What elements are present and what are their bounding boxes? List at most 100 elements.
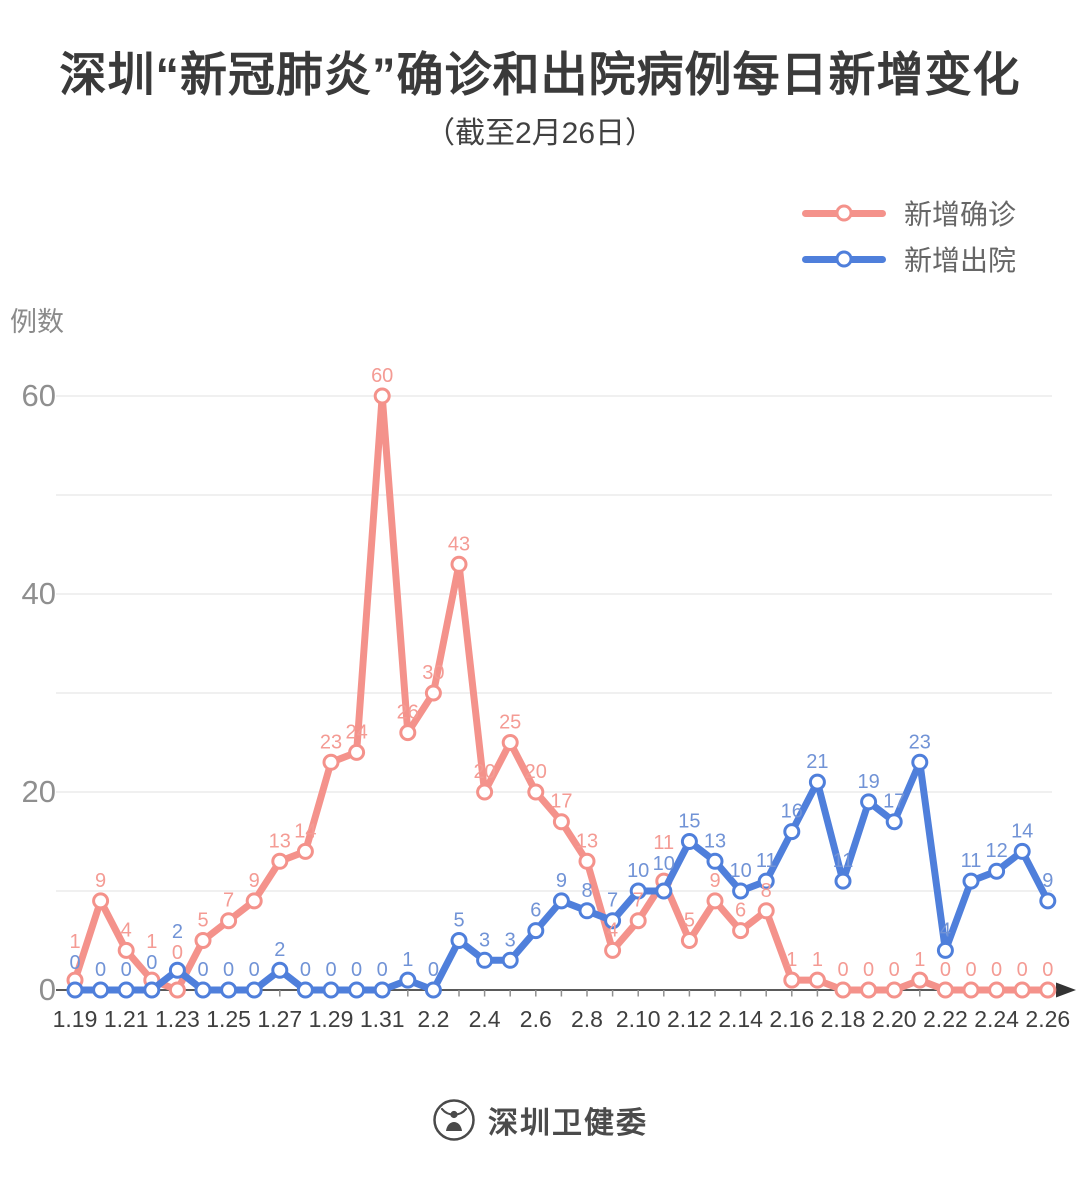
confirmed-point[interactable] [936, 981, 954, 999]
x-tick-label: 1.25 [206, 1006, 251, 1032]
discharged-point[interactable] [424, 981, 442, 999]
discharged-point[interactable] [885, 813, 903, 831]
confirmed-point[interactable] [92, 892, 110, 910]
discharged-value-label: 5 [453, 910, 464, 932]
discharged-point[interactable] [245, 981, 263, 999]
confirmed-point[interactable] [501, 734, 519, 751]
discharged-value-label: 19 [857, 771, 879, 793]
x-tick-label: 2.8 [571, 1006, 603, 1032]
confirmed-value-label: 4 [121, 919, 132, 941]
confirmed-point[interactable] [808, 971, 826, 989]
discharged-point[interactable] [629, 882, 647, 900]
discharged-point[interactable] [117, 981, 135, 999]
confirmed-point[interactable] [680, 932, 698, 949]
confirmed-value-label: 14 [294, 820, 316, 842]
discharged-value-label: 0 [146, 952, 157, 974]
confirmed-point[interactable] [629, 912, 647, 930]
confirmed-point[interactable] [911, 971, 929, 989]
discharged-point[interactable] [1013, 842, 1031, 860]
confirmed-point[interactable] [220, 912, 238, 930]
discharged-point[interactable] [808, 773, 826, 791]
confirmed-point[interactable] [399, 724, 417, 742]
x-tick-label: 2.22 [923, 1006, 968, 1032]
discharged-point[interactable] [1039, 892, 1057, 910]
confirmed-point[interactable] [757, 902, 775, 920]
discharged-value-label: 15 [678, 811, 700, 833]
confirmed-point[interactable] [117, 941, 135, 959]
confirmed-point[interactable] [988, 981, 1006, 999]
discharged-point[interactable] [988, 862, 1006, 880]
legend-item-discharged[interactable]: 新增出院 [801, 242, 1016, 276]
discharged-point[interactable] [604, 912, 622, 930]
subtitle: （截至2月26日） [424, 117, 656, 150]
discharged-point[interactable] [732, 882, 750, 900]
discharged-point[interactable] [399, 971, 417, 989]
discharged-point[interactable] [194, 981, 212, 999]
confirmed-value-label: 5 [197, 910, 208, 932]
discharged-point[interactable] [271, 961, 289, 979]
discharged-point[interactable] [348, 981, 366, 999]
discharged-point[interactable] [911, 753, 929, 771]
discharged-point[interactable] [220, 981, 238, 999]
discharged-point[interactable] [168, 961, 186, 979]
discharged-point[interactable] [450, 932, 468, 949]
discharged-point[interactable] [757, 872, 775, 890]
discharged-point[interactable] [527, 922, 545, 940]
confirmed-point[interactable] [476, 783, 494, 801]
discharged-value-label: 0 [197, 959, 208, 981]
discharged-value-label: 0 [95, 959, 106, 981]
discharged-value-label: 16 [781, 801, 803, 823]
discharged-point[interactable] [706, 852, 724, 870]
confirmed-point[interactable] [245, 892, 263, 910]
confirmed-value-label: 5 [684, 910, 695, 932]
discharged-point[interactable] [92, 981, 110, 999]
confirmed-point[interactable] [348, 743, 366, 761]
confirmed-point[interactable] [706, 892, 724, 910]
confirmed-point[interactable] [194, 932, 212, 949]
discharged-point[interactable] [783, 823, 801, 841]
confirmed-point[interactable] [296, 842, 314, 860]
confirmed-point[interactable] [834, 981, 852, 999]
confirmed-point[interactable] [860, 981, 878, 999]
discharged-point[interactable] [655, 882, 673, 900]
confirmed-point[interactable] [732, 922, 750, 940]
confirmed-value-label: 1 [914, 949, 925, 971]
discharged-point[interactable] [66, 981, 84, 999]
discharged-point[interactable] [501, 951, 519, 969]
confirmed-point[interactable] [271, 852, 289, 870]
discharged-point[interactable] [476, 951, 494, 969]
discharged-marker-icon [835, 250, 853, 268]
discharged-point[interactable] [860, 793, 878, 811]
discharged-point[interactable] [680, 833, 698, 850]
confirmed-point[interactable] [962, 981, 980, 999]
x-tick-label: 1.31 [360, 1006, 405, 1032]
legend-item-confirmed[interactable]: 新增确诊 [801, 196, 1016, 230]
confirmed-point[interactable] [424, 684, 442, 702]
discharged-point[interactable] [834, 872, 852, 890]
discharged-point[interactable] [578, 902, 596, 920]
discharged-point[interactable] [296, 981, 314, 999]
discharged-point[interactable] [373, 981, 391, 999]
discharged-line-swatch [801, 250, 886, 268]
confirmed-point[interactable] [783, 971, 801, 989]
confirmed-point[interactable] [578, 852, 596, 870]
discharged-point[interactable] [322, 981, 340, 999]
confirmed-value-label: 0 [863, 959, 874, 981]
discharged-value-label: 0 [300, 959, 311, 981]
discharged-point[interactable] [143, 981, 161, 999]
confirmed-point[interactable] [1039, 981, 1057, 999]
confirmed-point[interactable] [885, 981, 903, 999]
confirmed-point[interactable] [1013, 981, 1031, 999]
confirmed-point[interactable] [527, 783, 545, 801]
confirmed-point[interactable] [373, 387, 391, 405]
confirmed-point[interactable] [552, 813, 570, 831]
confirmed-point[interactable] [604, 941, 622, 959]
discharged-value-label: 0 [121, 959, 132, 981]
discharged-point[interactable] [552, 892, 570, 910]
discharged-point[interactable] [962, 872, 980, 890]
confirmed-point[interactable] [168, 981, 186, 999]
confirmed-point[interactable] [450, 555, 468, 573]
confirmed-point[interactable] [322, 753, 340, 771]
discharged-point[interactable] [936, 941, 954, 959]
confirmed-value-label: 9 [249, 870, 260, 892]
